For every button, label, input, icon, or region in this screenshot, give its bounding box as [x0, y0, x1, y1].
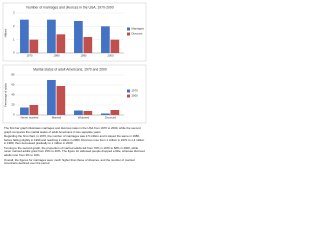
legend-swatch [127, 94, 130, 98]
y-tick-label: 0 [13, 51, 15, 55]
legend-label: Marriages [132, 27, 145, 31]
bar [47, 80, 56, 115]
bar [56, 86, 66, 115]
y-axis-label: Millions [4, 28, 8, 37]
legend-label: Divorces [132, 32, 143, 36]
y-tick-label: 3 [13, 11, 15, 15]
bar [110, 110, 120, 115]
bar [83, 111, 93, 115]
x-tick-label: 1970 [26, 54, 33, 58]
legend-label: 2000 [132, 94, 139, 98]
bar [56, 34, 66, 53]
x-tick-label: Married [52, 116, 62, 120]
bar [101, 113, 110, 115]
y-tick-label: 40 [11, 93, 15, 97]
x-tick-label: Widowed [78, 116, 90, 120]
y-tick-label: 2 [13, 24, 15, 28]
bar [101, 26, 110, 53]
chart-title: Number of marriages and divorces in the … [26, 5, 113, 9]
legend-swatch [127, 89, 130, 93]
bar [20, 19, 29, 54]
y-tick-label: 20 [11, 103, 15, 107]
paragraph: Overall, the figures for marriages were … [4, 157, 135, 166]
x-tick-label: 1980 [53, 54, 60, 58]
charts: Number of marriages and divorces in the … [2, 2, 147, 124]
y-tick-label: 60 [11, 83, 15, 87]
bar [47, 19, 56, 54]
paragraph: The first bar graph illustrates marriage… [4, 127, 141, 134]
bar [74, 21, 83, 53]
legend-swatch [127, 27, 130, 31]
bar [83, 37, 93, 53]
y-tick-label: 0 [13, 113, 15, 117]
bar [29, 105, 39, 115]
bar [110, 39, 120, 53]
chart-title: Marital status of adult Americans, 1970 … [33, 67, 107, 71]
page: Number of marriages and divorces in the … [0, 0, 149, 198]
legend-label: 1970 [132, 89, 139, 93]
bar [29, 39, 39, 53]
y-tick-label: 1 [13, 37, 15, 41]
paragraph: Regarding the first chart, in 1970, the … [4, 134, 145, 146]
x-tick-label: 1990 [80, 54, 87, 58]
x-tick-label: Divorced [105, 116, 116, 120]
y-tick-label: 80 [11, 73, 15, 77]
x-tick-label: 2000 [107, 54, 114, 58]
x-tick-label: Never married [21, 116, 39, 120]
bar [74, 110, 83, 115]
body-text: The first bar graph illustrates marriage… [4, 127, 145, 197]
y-axis-label: Percentage of adults [4, 82, 8, 106]
paragraph: Turning to the second graph, the proport… [4, 145, 145, 157]
bar [20, 107, 29, 115]
legend-swatch [127, 32, 130, 36]
